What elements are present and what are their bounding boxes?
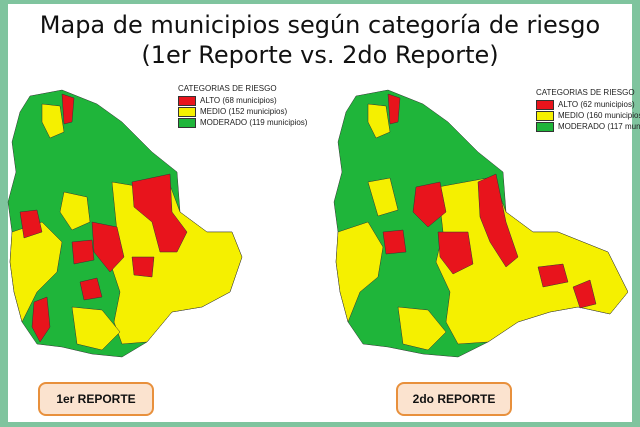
region-alto-b	[91, 221, 125, 273]
region-alto-e	[19, 209, 43, 239]
legend-2do-reporte: CATEGORIAS DE RIESGO ALTO (62 municipios…	[536, 88, 640, 132]
region-medio-c	[41, 103, 65, 139]
region-alto-d	[537, 263, 569, 288]
legend-swatch-alto	[536, 99, 554, 110]
region-alto-c	[437, 231, 474, 275]
region-alto-g	[131, 256, 155, 278]
region-medio-e	[59, 191, 91, 231]
region-alto-b	[412, 181, 447, 228]
region-medio-b	[335, 221, 384, 323]
legend-label: MODERADO (119 municipios)	[200, 118, 308, 127]
legend-item-moderado: MODERADO (117 municipios)	[536, 121, 640, 132]
region-medio-a	[109, 176, 243, 345]
map-1er-reporte	[2, 82, 252, 382]
page-title: Mapa de municipios según categoría de ri…	[8, 10, 632, 70]
legend-1er-reporte: CATEGORIAS DE RIESGO ALTO (68 municipios…	[178, 84, 307, 128]
legend-swatch-moderado	[178, 117, 196, 128]
legend-label: ALTO (62 municipios)	[558, 100, 635, 109]
legend-swatch-medio	[536, 110, 554, 121]
legend-title: CATEGORIAS DE RIESGO	[536, 88, 635, 97]
region-alto-e	[572, 279, 597, 309]
region-medio-d	[397, 306, 447, 351]
region-alto-f	[387, 93, 401, 125]
title-line-1: Mapa de municipios según categoría de ri…	[39, 11, 601, 39]
legend-label: MODERADO (117 municipios)	[558, 122, 640, 131]
legend-label: MEDIO (160 municipios)	[558, 111, 640, 120]
region-alto-a	[477, 173, 519, 268]
legend-item-alto: ALTO (68 municipios)	[178, 95, 307, 106]
map-2do-reporte	[328, 82, 628, 382]
region-medio-d	[71, 306, 121, 351]
legend-label: ALTO (68 municipios)	[200, 96, 277, 105]
legend-swatch-alto	[178, 95, 196, 106]
region-alto-f	[71, 239, 95, 265]
region-medio-b	[9, 221, 63, 323]
region-alto-g	[382, 229, 407, 255]
title-line-2: (1er Reporte vs. 2do Reporte)	[141, 41, 499, 69]
legend-title: CATEGORIAS DE RIESGO	[178, 84, 277, 93]
legend-item-alto: ALTO (62 municipios)	[536, 99, 640, 110]
region-alto-d	[61, 93, 75, 125]
region-medio-c	[367, 103, 391, 139]
legend-item-medio: MEDIO (160 municipios)	[536, 110, 640, 121]
region-alto-h	[79, 277, 103, 301]
slide: Mapa de municipios según categoría de ri…	[7, 4, 640, 422]
legend-item-moderado: MODERADO (119 municipios)	[178, 117, 307, 128]
legend-item-medio: MEDIO (152 municipios)	[178, 106, 307, 117]
report-badge-1: 1er REPORTE	[38, 382, 154, 416]
region-medio-e	[367, 177, 399, 217]
region-alto-c	[31, 296, 51, 343]
legend-swatch-medio	[178, 106, 196, 117]
region-alto-a	[131, 173, 188, 253]
legend-swatch-moderado	[536, 121, 554, 132]
report-badge-2: 2do REPORTE	[396, 382, 512, 416]
legend-label: MEDIO (152 municipios)	[200, 107, 288, 116]
